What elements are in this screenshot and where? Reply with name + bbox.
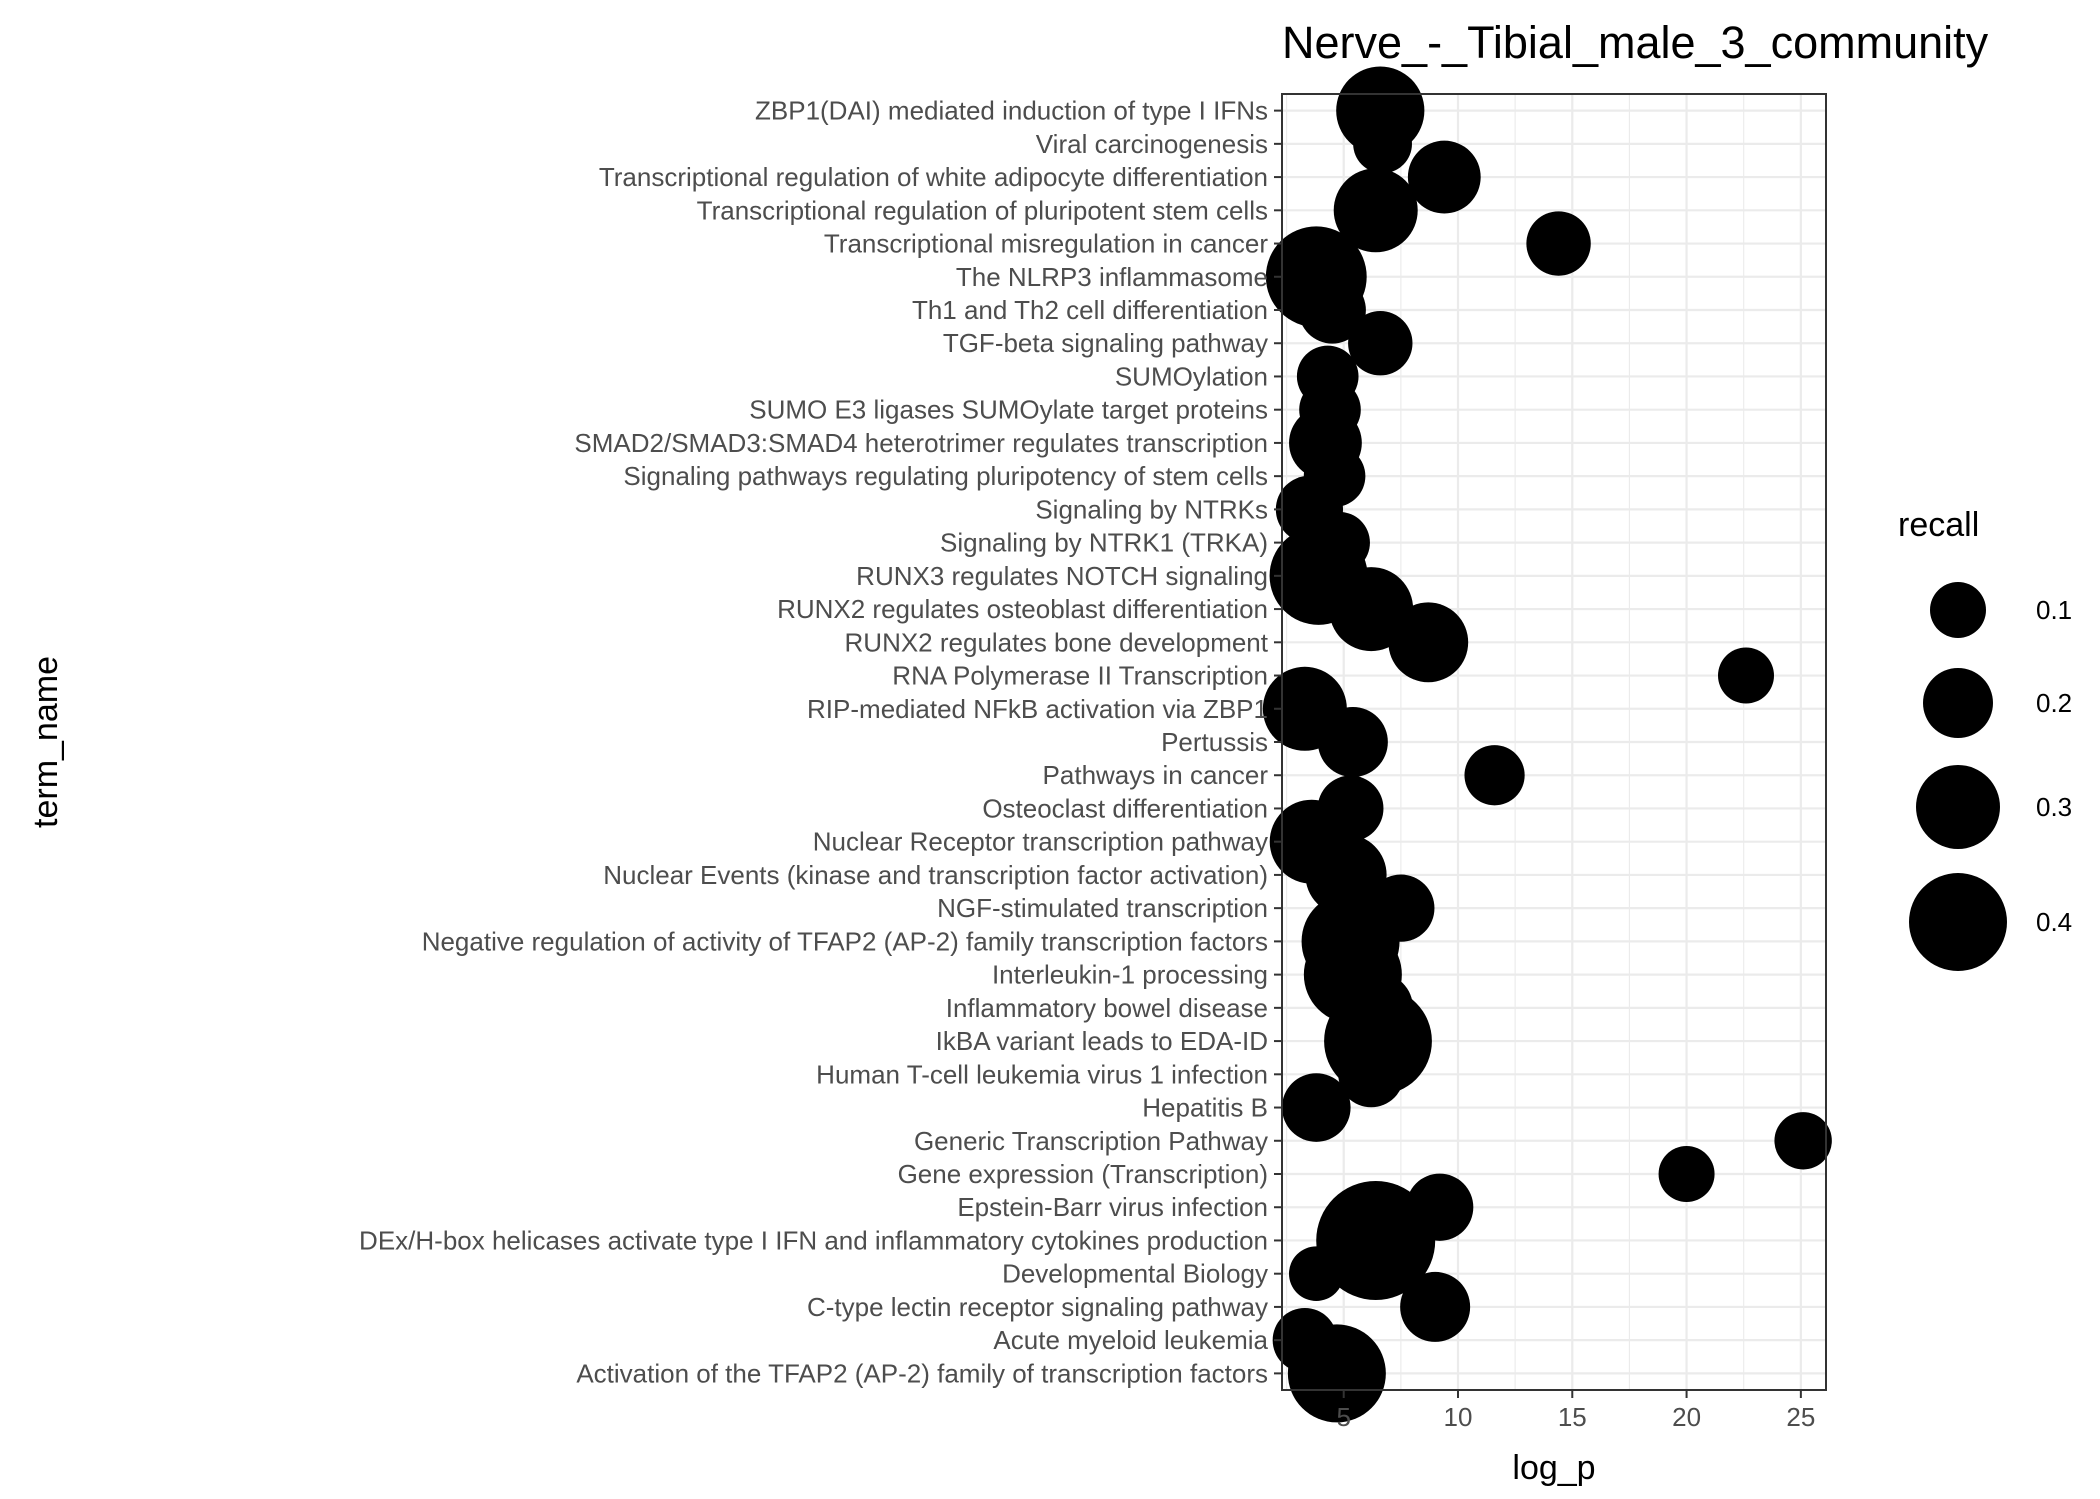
- y-tick-label: Epstein-Barr virus infection: [957, 1192, 1268, 1222]
- data-point: [1316, 1180, 1436, 1300]
- legend-key-symbol: [1923, 668, 1993, 738]
- legend-key-symbol: [1909, 873, 2007, 971]
- data-point: [1298, 276, 1366, 344]
- x-axis: 5 10 15 20 25: [1336, 1390, 1815, 1432]
- legend-key-label: 0.1: [2036, 595, 2072, 625]
- legend-keys: 0.1 0.2 0.3 0.4: [1909, 582, 2072, 971]
- y-tick-label: RUNX3 regulates NOTCH signaling: [856, 561, 1268, 591]
- y-tick-label: ZBP1(DAI) mediated induction of type I I…: [755, 96, 1268, 126]
- data-point: [1658, 1146, 1715, 1202]
- data-point: [1464, 745, 1525, 806]
- data-point: [1388, 602, 1469, 683]
- plot-panel: [1262, 66, 1832, 1423]
- data-point: [1281, 1073, 1351, 1142]
- x-tick-label: 10: [1444, 1402, 1473, 1432]
- data-point: [1338, 1041, 1405, 1108]
- y-tick-label: RIP-mediated NFkB activation via ZBP1: [807, 694, 1268, 724]
- y-tick-label: Signaling by NTRKs: [1035, 494, 1268, 524]
- y-tick-label: Negative regulation of activity of TFAP2…: [422, 926, 1268, 956]
- legend-key-label: 0.4: [2036, 907, 2072, 937]
- data-point: [1407, 140, 1481, 214]
- data-points: [1262, 66, 1832, 1423]
- legend-key-label: 0.3: [2036, 792, 2072, 822]
- legend-key-symbol: [1930, 582, 1986, 638]
- data-point: [1288, 1246, 1344, 1301]
- x-tick-label: 25: [1786, 1402, 1815, 1432]
- y-tick-label: Nuclear Events (kinase and transcription…: [603, 860, 1268, 890]
- y-tick-label: Th1 and Th2 cell differentiation: [912, 295, 1268, 325]
- y-tick-label: RUNX2 regulates osteoblast differentiati…: [777, 594, 1268, 624]
- y-tick-label: Signaling by NTRK1 (TRKA): [940, 528, 1268, 558]
- data-point: [1348, 311, 1413, 376]
- x-tick-label: 5: [1336, 1402, 1350, 1432]
- y-tick-label: TGF-beta signaling pathway: [943, 328, 1268, 358]
- y-tick-label: Signaling pathways regulating pluripoten…: [623, 461, 1268, 491]
- y-axis-title: term_name: [27, 656, 65, 828]
- y-tick-label: Pathways in cancer: [1043, 760, 1269, 790]
- y-tick-label: Transcriptional regulation of pluripoten…: [697, 195, 1268, 225]
- y-tick-label: Hepatitis B: [1142, 1093, 1268, 1123]
- y-axis: ZBP1(DAI) mediated induction of type I I…: [359, 96, 1282, 1388]
- y-tick-label: Interleukin-1 processing: [992, 960, 1268, 990]
- y-tick-label: Osteoclast differentiation: [982, 793, 1268, 823]
- y-tick-label: The NLRP3 inflammasome: [956, 262, 1268, 292]
- y-tick-label: Activation of the TFAP2 (AP-2) family of…: [576, 1358, 1268, 1388]
- y-tick-label: Human T-cell leukemia virus 1 infection: [816, 1059, 1268, 1089]
- y-tick-label: Gene expression (Transcription): [898, 1159, 1268, 1189]
- y-tick-label: Generic Transcription Pathway: [914, 1126, 1268, 1156]
- y-tick-label: RUNX2 regulates bone development: [845, 627, 1269, 657]
- y-tick-label: SMAD2/SMAD3:SMAD4 heterotrimer regulates…: [574, 428, 1268, 458]
- data-point: [1718, 647, 1774, 704]
- y-tick-label: Acute myeloid leukemia: [993, 1325, 1268, 1355]
- y-tick-label: IkBA variant leads to EDA-ID: [936, 1026, 1268, 1056]
- y-tick-label: SUMO E3 ligases SUMOylate target protein…: [749, 395, 1268, 425]
- y-tick-label: DEx/H-box helicases activate type I IFN …: [359, 1225, 1268, 1255]
- y-tick-label: RNA Polymerase II Transcription: [892, 661, 1268, 691]
- legend-title: recall: [1898, 506, 1979, 544]
- y-tick-label: SUMOylation: [1115, 361, 1268, 391]
- y-tick-label: C-type lectin receptor signaling pathway: [807, 1292, 1268, 1322]
- x-tick-label: 20: [1672, 1402, 1701, 1432]
- y-tick-label: Transcriptional regulation of white adip…: [599, 162, 1268, 192]
- data-point: [1774, 1112, 1832, 1170]
- y-tick-label: Pertussis: [1161, 727, 1268, 757]
- data-point: [1317, 707, 1388, 777]
- data-point: [1526, 211, 1591, 276]
- y-tick-label: Transcriptional misregulation in cancer: [824, 229, 1268, 259]
- chart-title: Nerve_-_Tibial_male_3_community: [1282, 17, 1989, 68]
- legend-key-label: 0.2: [2036, 688, 2072, 718]
- x-tick-label: 15: [1558, 1402, 1587, 1432]
- y-tick-label: Viral carcinogenesis: [1036, 129, 1268, 159]
- data-point: [1287, 1324, 1386, 1423]
- data-point: [1400, 1271, 1471, 1342]
- major-gridlines: [1282, 94, 1826, 1390]
- y-tick-label: NGF-stimulated transcription: [937, 893, 1268, 923]
- x-axis-title: log_p: [1512, 1449, 1595, 1487]
- y-tick-label: Developmental Biology: [1002, 1259, 1268, 1289]
- legend-key-symbol: [1916, 765, 2000, 849]
- data-point: [1333, 168, 1418, 253]
- y-tick-label: Inflammatory bowel disease: [946, 993, 1268, 1023]
- legend: recall 0.1 0.2 0.3 0.4: [1898, 506, 2072, 971]
- data-point: [1353, 114, 1412, 174]
- y-tick-label: Nuclear Receptor transcription pathway: [813, 827, 1268, 857]
